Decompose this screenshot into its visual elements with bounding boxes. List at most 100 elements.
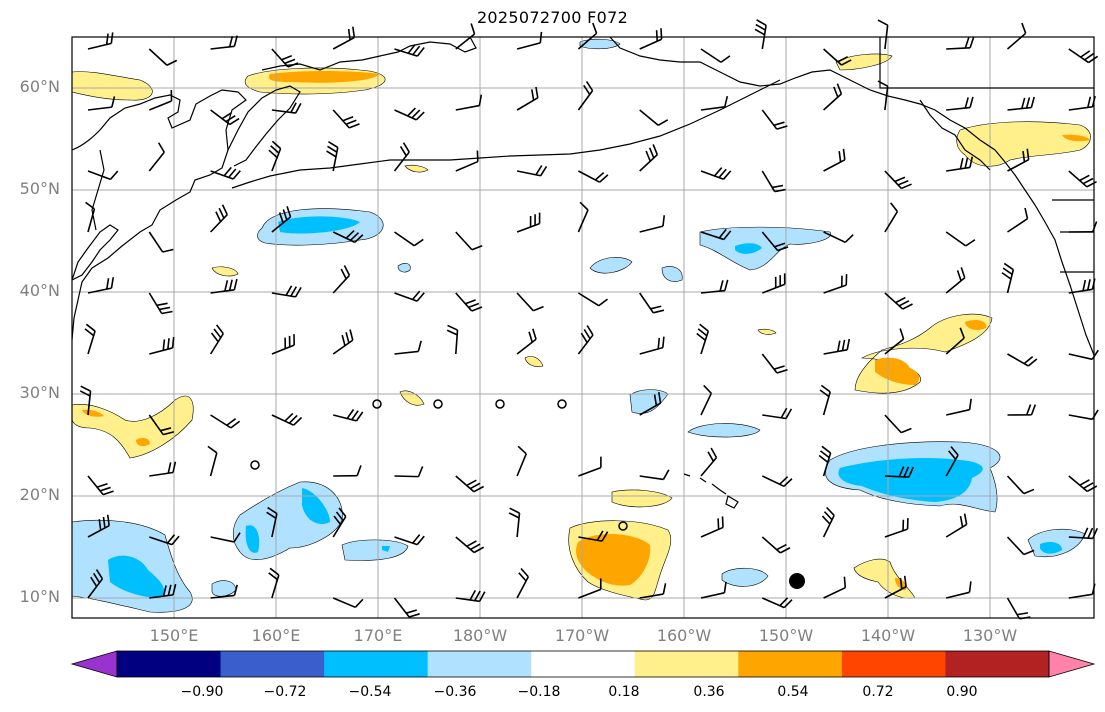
wind-barb — [455, 231, 483, 251]
wind-barb — [700, 48, 731, 63]
colorbar-tick-label: −0.36 — [433, 684, 477, 700]
wind-barb — [332, 507, 347, 538]
wind-barb — [639, 583, 667, 599]
wind-barb — [639, 28, 663, 50]
wind-barb — [700, 167, 732, 180]
wind-barb — [1001, 262, 1015, 294]
wind-barb — [577, 292, 608, 307]
wind-barb — [332, 329, 354, 355]
wind-barb — [823, 148, 846, 172]
contour-neg-150w-12n — [721, 567, 769, 587]
wind-barb — [700, 447, 718, 477]
lat-label-30n: 30°N — [19, 383, 60, 402]
wind-barb — [639, 392, 662, 416]
wind-barb — [210, 35, 238, 50]
wind-barb — [762, 273, 786, 294]
wind-barb — [761, 109, 788, 130]
wind-barb — [271, 412, 303, 426]
wind-barb — [394, 340, 422, 355]
wind-barb — [946, 398, 972, 416]
wind-barb — [210, 109, 240, 126]
contour-pos-152w-35n — [757, 328, 777, 335]
wind-barb — [945, 267, 966, 294]
wind-barb — [884, 202, 899, 233]
wind-barb — [700, 228, 732, 241]
wind-barb — [577, 201, 589, 233]
wind-barb — [823, 83, 843, 111]
wind-barb — [877, 19, 889, 50]
colorbar-cell — [324, 651, 429, 677]
lon-label-170e: 170°E — [353, 626, 403, 645]
wind-barb — [823, 48, 852, 66]
wind-barb — [639, 292, 665, 314]
map-title: 2025072700 F072 — [476, 8, 629, 27]
lon-label-140w: 140°W — [860, 626, 916, 645]
wind-barb — [394, 44, 425, 57]
contour-neg-180-40n — [397, 263, 411, 273]
wind-barb — [268, 567, 280, 599]
alaska-panhandle — [919, 99, 991, 171]
station-marker — [789, 573, 805, 589]
contour-layer — [72, 38, 1091, 613]
wind-barb — [271, 206, 292, 233]
wind-barb — [578, 578, 602, 599]
wind-barb — [148, 89, 173, 111]
wind-barb — [516, 292, 544, 312]
wind-barb — [945, 446, 959, 477]
wind-barb — [271, 285, 302, 298]
lon-label-170w: 170°W — [554, 626, 610, 645]
contour-pos-west-29n-2 — [399, 390, 425, 406]
wind-barb — [148, 48, 178, 66]
wind-barb — [823, 338, 851, 355]
plot-frame — [71, 36, 1095, 619]
colorbar-cell — [945, 651, 1050, 677]
wind-barb — [1068, 95, 1096, 111]
colorbar-cell — [220, 651, 325, 677]
colorbar-tick-label: −0.54 — [348, 684, 392, 700]
wind-barb — [1006, 475, 1035, 495]
coastlines — [72, 37, 1094, 509]
wind-barb — [700, 581, 727, 599]
wind-barb — [1007, 96, 1035, 111]
wind-barb — [87, 514, 110, 538]
wind-barb — [268, 140, 282, 172]
wind-barb — [639, 144, 659, 172]
contour-pos-150e-40n — [211, 266, 239, 277]
wind-barb — [455, 150, 479, 172]
colorbar-extend-right — [1048, 650, 1096, 678]
wind-barb — [326, 140, 339, 172]
wind-barb — [577, 22, 598, 50]
wind-barb — [754, 19, 767, 50]
contour-pos-160w-20n — [611, 489, 673, 508]
wind-barb — [1068, 221, 1098, 233]
wind-barb — [884, 170, 912, 190]
wind-barb — [508, 507, 521, 538]
wind-barb — [884, 328, 905, 355]
colorbar-tick-label: 0.90 — [946, 684, 978, 700]
wind-barb — [455, 475, 485, 493]
wind-barb — [209, 324, 224, 355]
lon-label-150w: 150°W — [758, 626, 814, 645]
wind-barb — [149, 534, 180, 546]
wind-barb — [945, 231, 976, 247]
siberia-coast — [261, 37, 477, 71]
wind-barb — [271, 102, 302, 114]
wind-barb — [333, 409, 364, 422]
wind-barb — [455, 536, 485, 554]
wind-barb — [1007, 148, 1030, 172]
wind-barbs — [79, 19, 1099, 620]
wind-barb — [332, 265, 351, 294]
wind-barb — [516, 445, 527, 477]
wind-barb — [271, 48, 299, 68]
sakhalin — [91, 149, 105, 231]
wind-barb — [884, 575, 907, 599]
wind-barb — [455, 23, 476, 50]
wind-barb — [393, 142, 410, 172]
wind-barb — [1068, 409, 1099, 421]
wind-barb — [148, 142, 165, 172]
colorbar — [70, 650, 1096, 678]
colorbar-cell — [634, 651, 739, 677]
wind-barb — [394, 290, 425, 302]
wind-barb — [87, 170, 119, 181]
wind-barb — [577, 325, 594, 355]
